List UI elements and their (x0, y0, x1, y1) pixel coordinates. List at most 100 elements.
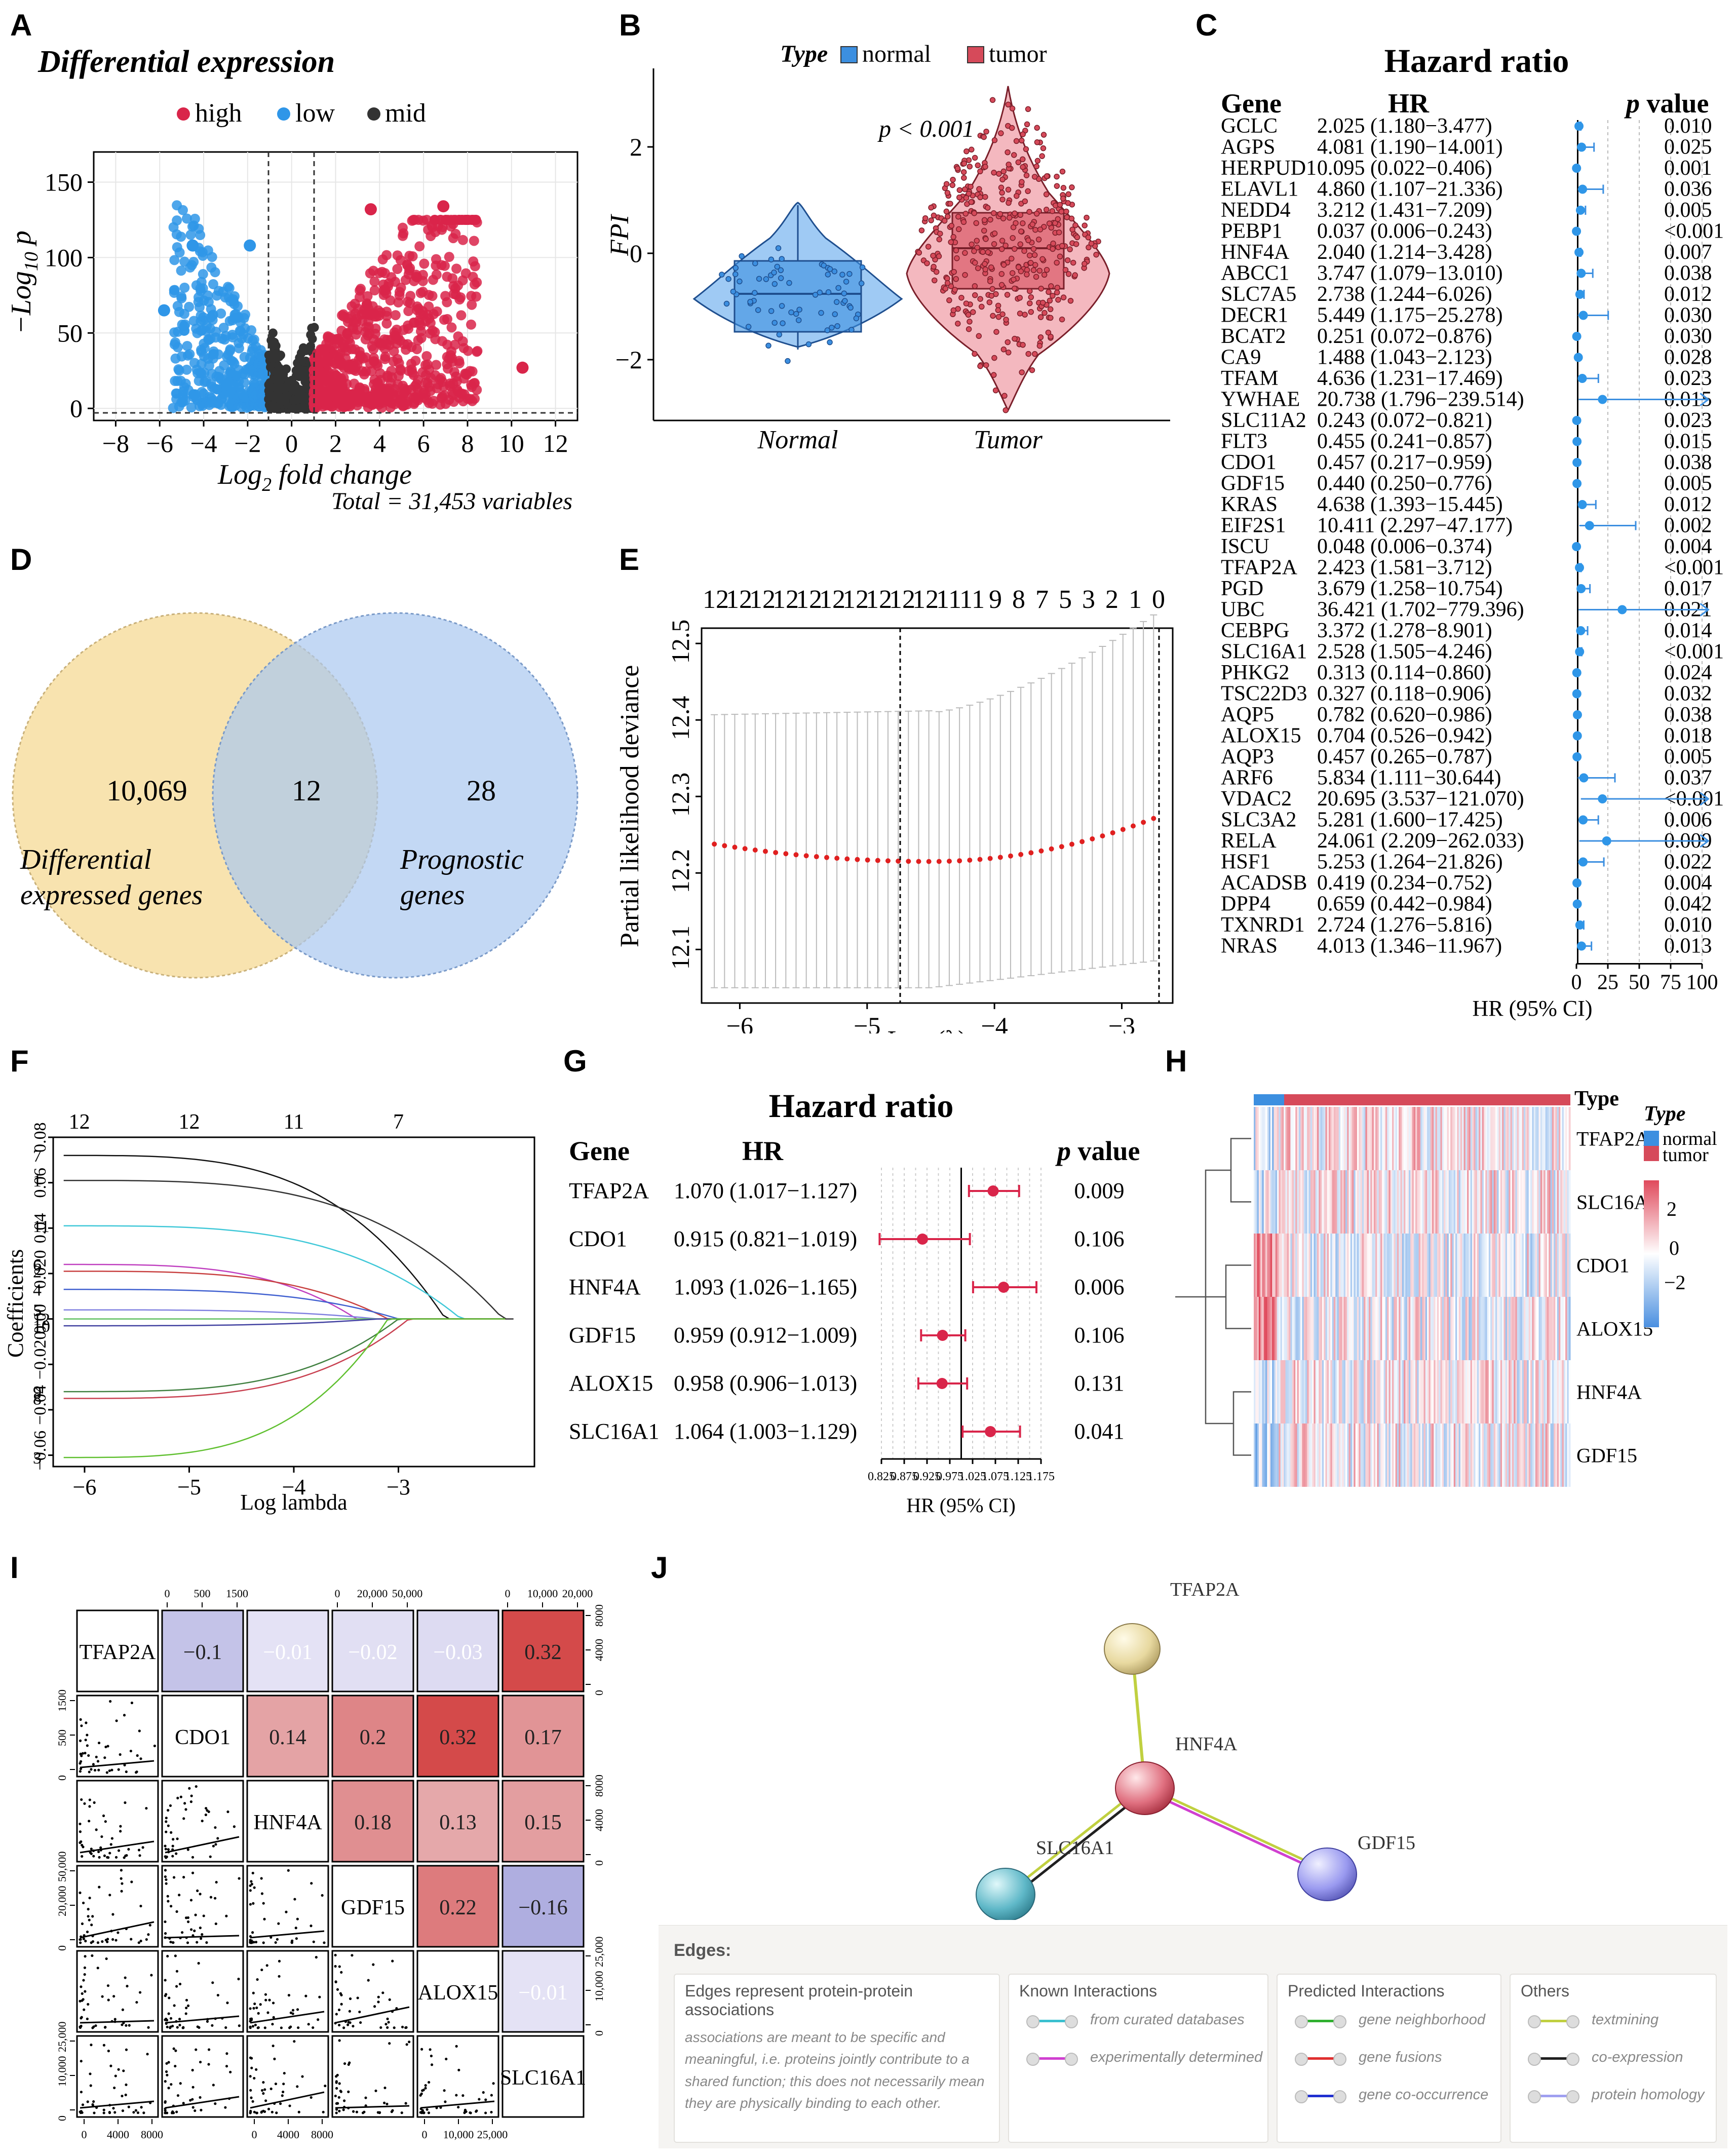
volcano-point-low (172, 242, 182, 252)
violin-point-tumor (998, 246, 1005, 252)
forest-c-row: ISCU 0.048 (0.006−0.374) 0.004 (1221, 535, 1712, 558)
corr-diag-cell (416, 1950, 499, 2033)
volcano-point-high (362, 291, 373, 301)
volcano-point-high (408, 214, 419, 225)
violin-point-tumor (953, 276, 959, 282)
forest-g-row: SLC16A1 1.064 (1.003−1.129) 0.041 (569, 1419, 1125, 1444)
forest-c-p: 0.037 (1664, 766, 1712, 790)
volcano-point-high (405, 291, 416, 301)
violin-point-normal (853, 315, 860, 322)
violin-point-tumor (1010, 235, 1016, 241)
violin-point-tumor (918, 227, 925, 234)
heatmap-gene-label: HNF4A (1576, 1381, 1642, 1404)
forest-c-point (1575, 206, 1585, 215)
forest-g-point (985, 1426, 996, 1437)
corr-top-axis-tick: 20,000 (562, 1587, 593, 1600)
violin-point-normal (737, 278, 743, 285)
violin-point-normal (771, 320, 778, 326)
panel-i-correlation-matrix: TFAP2A −0.1 −0.01 −0.02 −0.03 0.32 CDO1 0.14 0.2… (56, 1587, 605, 2141)
corr-diag-label: GDF15 (341, 1896, 405, 1919)
corr-value: 0.2 (360, 1726, 387, 1749)
corr-bottom-axis-tick: 8000 (311, 2128, 333, 2141)
coef-y-tick: −0.06 (31, 1431, 50, 1471)
violin-point-tumor (1082, 261, 1088, 267)
lasso-mean-point (742, 846, 748, 852)
volcano-point-low (185, 262, 196, 273)
violin-point-normal (739, 253, 745, 259)
forest-c-col-hr: HR (1388, 88, 1430, 119)
forest-g-gene: HNF4A (569, 1275, 641, 1299)
forest-c-hr: 2.423 (1.581−3.712) (1317, 556, 1492, 580)
forest-c-hr: 1.488 (1.043−2.123) (1317, 346, 1492, 369)
violin-point-tumor (1011, 285, 1018, 292)
volcano-point-mid (301, 356, 311, 366)
violin-point-tumor (968, 199, 974, 205)
volcano-point-high (315, 370, 325, 381)
forest-c-gene: NEDD4 (1221, 199, 1291, 222)
corr-top-axis-tick: 0 (335, 1587, 340, 1600)
lasso-mean-point (824, 855, 829, 860)
node-tfap2a[interactable]: TFAP2A (1104, 1579, 1240, 1675)
coef-x-tick: −3 (387, 1475, 410, 1499)
volcano-x-tick: −8 (102, 429, 129, 457)
forest-c-p: 0.023 (1664, 409, 1712, 432)
violin-point-tumor (985, 249, 991, 255)
violin-point-normal (825, 289, 832, 295)
lasso-mean-point (977, 857, 983, 862)
volcano-point-mid (302, 345, 312, 355)
coef-y-tick: 0.04 (31, 1213, 50, 1244)
forest-c-row: PGD 3.679 (1.258−10.754) 0.017 (1221, 577, 1712, 600)
edge-legend-item: co-expression (1511, 2042, 1716, 2080)
node-hnf4a[interactable]: HNF4A (1115, 1734, 1238, 1815)
violin-point-tumor (1036, 267, 1043, 274)
violin-point-tumor (960, 169, 967, 175)
violin-point-tumor (1004, 292, 1011, 298)
volcano-point-mid (290, 380, 300, 390)
violin-point-tumor (1017, 294, 1023, 301)
node-gdf15[interactable]: GDF15 (1297, 1832, 1415, 1901)
forest-c-row: ALOX15 0.704 (0.526−0.942) 0.018 (1221, 724, 1712, 748)
forest-c-p: 0.002 (1664, 514, 1712, 537)
violin-point-tumor (1019, 137, 1025, 144)
coef-line-label: 6 (33, 1256, 42, 1275)
forest-c-hr: 2.528 (1.505−4.246) (1317, 640, 1492, 664)
corr-right-axis-tick: 0 (593, 1690, 605, 1696)
volcano-point-high (471, 214, 481, 225)
violin-point-tumor (950, 234, 956, 240)
forest-c-hr: 3.372 (1.278−8.901) (1317, 619, 1492, 642)
violin-point-tumor (982, 266, 989, 273)
volcano-x-tick: 12 (543, 429, 568, 457)
volcano-point-high (341, 345, 352, 356)
panel-label-b: B (619, 8, 641, 42)
volcano-point-high (385, 397, 396, 407)
forest-c-hr: 0.095 (0.022−0.406) (1317, 157, 1492, 180)
edge-hnf4a-gdf15[interactable] (1143, 1784, 1322, 1873)
forest-c-point (1577, 500, 1587, 509)
edges-legend-title: Edges: (674, 1941, 731, 1960)
forest-c-row: AGPS 4.081 (1.190−14.001) 0.025 (1221, 136, 1712, 159)
violin-point-tumor (1054, 183, 1060, 189)
node-slc16a1[interactable]: SLC16A1 (976, 1837, 1114, 1920)
violin-point-tumor (924, 260, 930, 266)
corr-cell (501, 1609, 585, 1692)
violin-point-tumor (1022, 198, 1028, 205)
lasso-top-tick: 8 (1012, 585, 1025, 614)
volcano-point-high (317, 358, 327, 368)
forest-c-gene: BCAT2 (1221, 325, 1286, 348)
violin-point-tumor (961, 160, 968, 167)
forest-g-x-tick: 1.125 (1005, 1470, 1032, 1483)
volcano-point-high (392, 263, 403, 274)
lasso-top-tick: 2 (1105, 585, 1118, 614)
lasso-top-tick: 11 (959, 585, 985, 614)
volcano-point-high (423, 398, 434, 408)
violin-point-tumor (944, 190, 951, 196)
violin-point-tumor (962, 211, 969, 217)
volcano-point-mid (269, 402, 279, 411)
violin-point-tumor (952, 287, 958, 293)
forest-c-hr: 10.411 (2.297−47.177) (1317, 514, 1513, 537)
corr-cell (501, 1695, 585, 1778)
forest-c-p: 0.006 (1664, 809, 1712, 832)
lasso-mean-point (752, 847, 758, 853)
forest-c-hr: 0.313 (0.114−0.860) (1317, 661, 1491, 684)
volcano-point-low (251, 341, 261, 352)
